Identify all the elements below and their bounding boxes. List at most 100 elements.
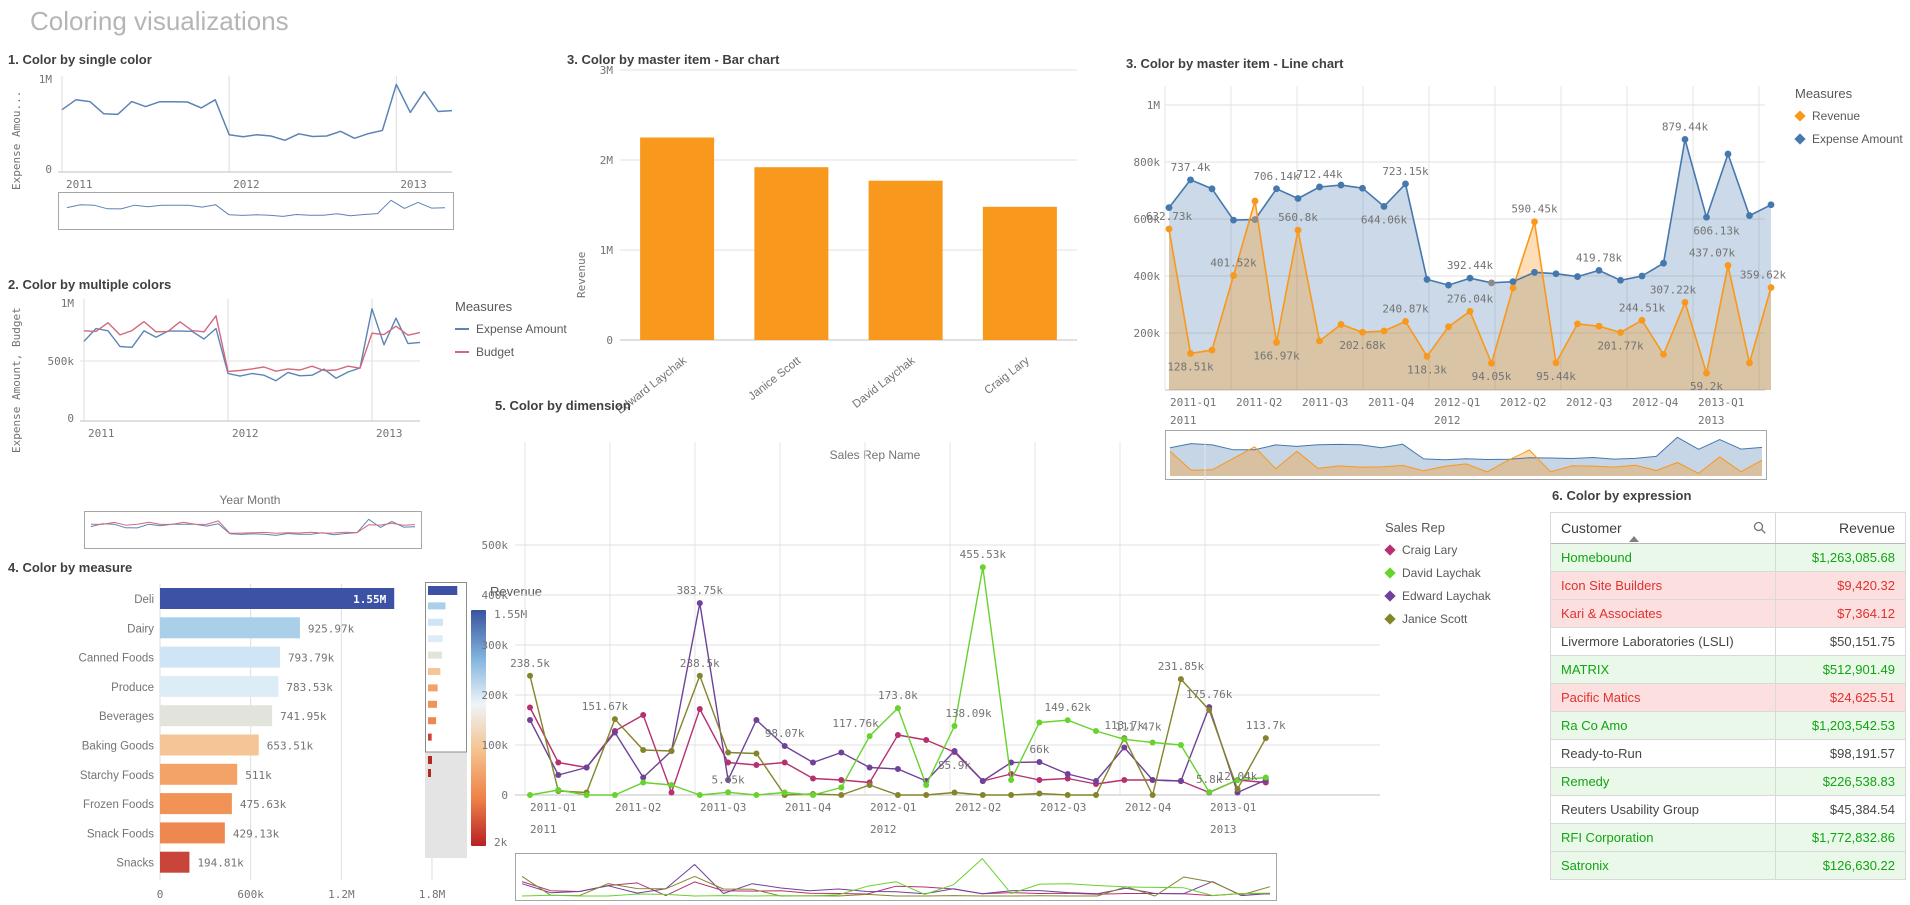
mini-navigator[interactable] — [1165, 430, 1767, 480]
svg-text:437.07k: 437.07k — [1689, 246, 1736, 259]
table-header-row: Customer Revenue — [1551, 513, 1905, 544]
svg-text:244.51k: 244.51k — [1619, 301, 1666, 314]
svg-text:737.4k: 737.4k — [1171, 161, 1211, 174]
revenue-cell[interactable]: $7,364.12 — [1837, 606, 1895, 621]
revenue-cell[interactable]: $512,901.49 — [1822, 662, 1895, 677]
legend-item[interactable]: Expense Amount — [455, 322, 567, 336]
svg-text:200k: 200k — [1134, 327, 1161, 340]
table-row[interactable]: Livermore Laboratories (LSLI) $50,151.75 — [1551, 628, 1905, 656]
svg-text:201.77k: 201.77k — [1597, 339, 1644, 352]
svg-text:173.8k: 173.8k — [878, 689, 918, 702]
svg-text:Dairy: Dairy — [127, 623, 154, 635]
table-row[interactable]: Icon Site Builders $9,420.32 — [1551, 572, 1905, 600]
svg-text:2011-Q3: 2011-Q3 — [700, 801, 746, 814]
svg-text:Deli: Deli — [134, 594, 154, 606]
svg-text:606.13k: 606.13k — [1693, 224, 1740, 237]
hbar-chart-color-by-measure[interactable]: 0 600k 1.2M 1.8M Deli 1.55M Dairy 925.97k Canned… — [8, 580, 478, 905]
svg-text:113.7k: 113.7k — [1246, 719, 1286, 732]
legend-item[interactable]: David Laychak — [1384, 566, 1491, 580]
customer-cell[interactable]: Livermore Laboratories (LSLI) — [1551, 628, 1776, 655]
line-chart-multiple-colors[interactable]: 1M 500k 0 2011 2012 2013 — [8, 293, 568, 445]
svg-text:98.07k: 98.07k — [765, 727, 805, 740]
customer-cell[interactable]: Ra Co Amo — [1551, 712, 1776, 739]
svg-text:383.75k: 383.75k — [677, 584, 724, 597]
revenue-cell[interactable]: $1,203,542.53 — [1811, 718, 1895, 733]
svg-text:Produce: Produce — [111, 682, 154, 694]
customer-cell[interactable]: Remedy — [1551, 768, 1776, 795]
mini-navigator[interactable] — [58, 192, 454, 230]
svg-text:Snack Foods: Snack Foods — [87, 828, 154, 840]
revenue-cell[interactable]: $24,625.51 — [1829, 690, 1895, 705]
revenue-cell[interactable]: $45,384.54 — [1829, 802, 1895, 817]
svg-text:2011: 2011 — [1170, 414, 1197, 427]
svg-text:2012: 2012 — [1434, 414, 1461, 427]
svg-text:95.44k: 95.44k — [1536, 370, 1576, 383]
table-row[interactable]: MATRIX $512,901.49 — [1551, 656, 1905, 684]
legend-item[interactable]: Budget — [455, 345, 567, 359]
sort-ascending-icon[interactable] — [1629, 536, 1639, 542]
panel-color-by-measure: 4. Color by measure 0 600k 1.2M 1.8M Deli 1.5… — [8, 560, 568, 905]
svg-text:419.78k: 419.78k — [1576, 251, 1623, 264]
svg-text:118.3k: 118.3k — [1407, 363, 1447, 376]
table-body: Homebound $1,263,085.68 Icon Site Builders… — [1551, 544, 1905, 880]
customer-cell[interactable]: Kari & Associates — [1551, 600, 1776, 627]
series-swatch — [1384, 613, 1396, 625]
line-chart-color-by-dimension[interactable]: 500k 400k 300k 200k 100k 0 85.9k 383.75k 98.07k 6… — [460, 418, 1405, 848]
customer-column-header[interactable]: Customer — [1551, 513, 1776, 543]
customer-cell[interactable]: MATRIX — [1551, 656, 1776, 683]
table-row[interactable]: Reuters Usability Group $45,384.54 — [1551, 796, 1905, 824]
minimap-scrollbar[interactable] — [425, 582, 467, 858]
customer-cell[interactable]: Icon Site Builders — [1551, 572, 1776, 599]
table-row[interactable]: Remedy $226,538.83 — [1551, 768, 1905, 796]
svg-text:85.9k: 85.9k — [938, 759, 971, 772]
svg-text:2013-Q1: 2013-Q1 — [1210, 801, 1256, 814]
table-row[interactable]: RFI Corporation $1,772,832.86 — [1551, 824, 1905, 852]
table-row[interactable]: Satronix $126,630.22 — [1551, 852, 1905, 880]
table-row[interactable]: Kari & Associates $7,364.12 — [1551, 600, 1905, 628]
svg-text:2012: 2012 — [870, 823, 897, 836]
series-swatch — [1384, 567, 1396, 579]
revenue-cell[interactable]: $98,191.57 — [1829, 746, 1895, 761]
svg-text:149.62k: 149.62k — [1045, 701, 1092, 714]
legend-item[interactable]: Revenue — [1794, 109, 1903, 123]
customer-cell[interactable]: Reuters Usability Group — [1551, 796, 1776, 823]
customer-cell[interactable]: Homebound — [1551, 544, 1776, 571]
revenue-cell[interactable]: $1,772,832.86 — [1811, 830, 1895, 845]
legend-sales-rep: Sales Rep Craig Lary David Laychak Edward L… — [1384, 520, 1491, 635]
svg-text:94.05k: 94.05k — [1472, 370, 1512, 383]
customer-cell[interactable]: RFI Corporation — [1551, 824, 1776, 851]
line-chart-single-color[interactable]: 1M 0 2011 2012 2013 — [8, 68, 460, 208]
svg-text:2013: 2013 — [1210, 823, 1237, 836]
legend-item[interactable]: Janice Scott — [1384, 612, 1491, 626]
table-row[interactable]: Pacific Matics $24,625.51 — [1551, 684, 1905, 712]
customer-cell[interactable]: Pacific Matics — [1551, 684, 1776, 711]
svg-text:2013: 2013 — [376, 427, 403, 440]
revenue-cell[interactable]: $50,151.75 — [1829, 634, 1895, 649]
svg-text:5.8k: 5.8k — [1196, 773, 1223, 786]
svg-text:2012-Q1: 2012-Q1 — [870, 801, 916, 814]
revenue-cell[interactable]: $9,420.32 — [1837, 578, 1895, 593]
revenue-cell[interactable]: $126,630.22 — [1822, 858, 1895, 873]
table-row[interactable]: Ra Co Amo $1,203,542.53 — [1551, 712, 1905, 740]
customer-cell[interactable]: Satronix — [1551, 852, 1776, 879]
search-icon[interactable] — [1753, 521, 1767, 535]
svg-text:600k: 600k — [1134, 213, 1161, 226]
mini-navigator[interactable] — [515, 853, 1277, 901]
table-row[interactable]: Ready-to-Run $98,191.57 — [1551, 740, 1905, 768]
table-row[interactable]: Homebound $1,263,085.68 — [1551, 544, 1905, 572]
legend-item[interactable]: Edward Laychak — [1384, 589, 1491, 603]
revenue-cell[interactable]: $1,263,085.68 — [1811, 550, 1895, 565]
svg-text:202.68k: 202.68k — [1339, 339, 1386, 352]
legend-item[interactable]: Craig Lary — [1384, 543, 1491, 557]
svg-text:Baking Goods: Baking Goods — [82, 741, 154, 753]
panel-multiple-colors: 2. Color by multiple colors Expense Amou… — [8, 277, 568, 557]
svg-text:2012: 2012 — [233, 178, 260, 191]
legend-item[interactable]: Expense Amount — [1794, 132, 1903, 146]
revenue-column-header[interactable]: Revenue — [1838, 520, 1895, 536]
mini-navigator[interactable] — [84, 511, 422, 549]
revenue-cell[interactable]: $226,538.83 — [1822, 774, 1895, 789]
customer-cell[interactable]: Ready-to-Run — [1551, 740, 1776, 767]
svg-text:2012: 2012 — [232, 427, 259, 440]
